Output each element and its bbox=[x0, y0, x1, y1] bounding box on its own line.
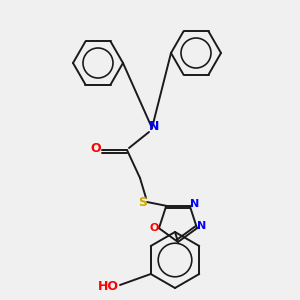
Text: HO: HO bbox=[98, 280, 118, 293]
Text: S: S bbox=[139, 196, 148, 208]
Text: O: O bbox=[91, 142, 101, 155]
Text: O: O bbox=[149, 223, 159, 233]
Text: N: N bbox=[197, 221, 207, 231]
Text: N: N bbox=[190, 199, 200, 209]
Text: N: N bbox=[149, 119, 159, 133]
